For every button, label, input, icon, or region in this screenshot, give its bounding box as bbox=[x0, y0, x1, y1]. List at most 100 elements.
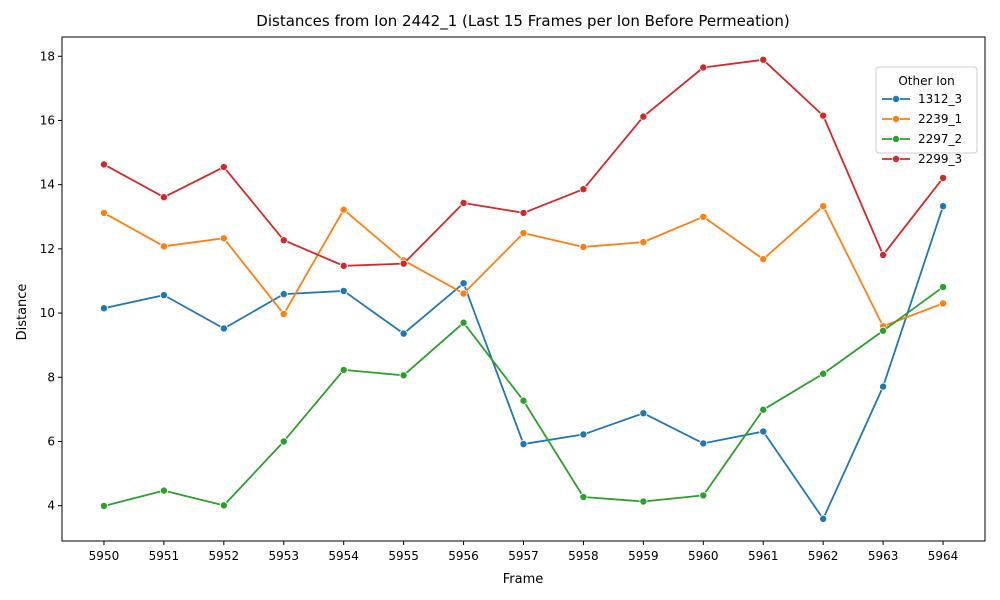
data-point bbox=[699, 491, 708, 500]
data-point bbox=[699, 63, 708, 72]
data-point bbox=[339, 365, 348, 374]
data-point bbox=[939, 283, 948, 292]
x-tick-label: 5962 bbox=[808, 549, 839, 563]
x-tick-label: 5951 bbox=[149, 549, 180, 563]
data-point bbox=[459, 279, 468, 288]
series-line bbox=[103, 205, 944, 520]
y-axis-title: Distance bbox=[15, 284, 30, 341]
series-2297_2 bbox=[99, 283, 948, 511]
legend-items: 1312_3 2239_1 2297_2 2299_3 bbox=[882, 92, 962, 166]
data-point bbox=[459, 318, 468, 327]
data-point bbox=[819, 369, 828, 378]
series-2239_1 bbox=[99, 202, 948, 331]
data-point bbox=[279, 290, 288, 299]
data-point bbox=[99, 208, 108, 217]
data-point bbox=[279, 236, 288, 245]
data-point bbox=[939, 173, 948, 182]
data-point bbox=[159, 242, 168, 251]
data-point bbox=[399, 259, 408, 268]
x-tick-label: 5954 bbox=[328, 549, 359, 563]
data-point bbox=[519, 208, 528, 217]
data-point bbox=[819, 202, 828, 211]
series-line bbox=[103, 205, 944, 328]
data-point bbox=[99, 160, 108, 169]
data-point bbox=[579, 430, 588, 439]
data-point bbox=[339, 286, 348, 295]
legend-item: 2297_2 bbox=[882, 132, 962, 146]
data-point bbox=[159, 193, 168, 202]
data-point bbox=[879, 382, 888, 391]
data-point bbox=[519, 440, 528, 449]
data-point bbox=[459, 289, 468, 298]
data-point bbox=[639, 497, 648, 506]
x-tick-label: 5956 bbox=[448, 549, 479, 563]
x-axis: 5950 5951 5952 5953 5954 5955 5956 5957 5958 5959… bbox=[89, 541, 959, 563]
x-tick-label: 5955 bbox=[388, 549, 419, 563]
data-point bbox=[219, 501, 228, 510]
data-point bbox=[819, 514, 828, 523]
data-point bbox=[459, 198, 468, 207]
data-point bbox=[579, 493, 588, 502]
data-point bbox=[219, 324, 228, 333]
legend-swatch-marker bbox=[892, 154, 901, 163]
series-layer bbox=[99, 55, 948, 523]
legend-frame bbox=[875, 66, 978, 154]
data-point bbox=[699, 439, 708, 448]
x-tick-label: 5958 bbox=[568, 549, 599, 563]
y-tick-label: 14 bbox=[40, 178, 55, 192]
legend-item: 2239_1 bbox=[882, 112, 962, 126]
data-point bbox=[759, 255, 768, 264]
legend-label: 1312_3 bbox=[918, 92, 962, 106]
chart-title: Distances from Ion 2442_1 (Last 15 Frame… bbox=[256, 12, 789, 31]
series-1312_3 bbox=[99, 202, 948, 523]
legend-swatch-marker bbox=[892, 134, 901, 143]
data-point bbox=[519, 229, 528, 238]
series-line bbox=[103, 286, 944, 507]
data-point bbox=[759, 405, 768, 414]
data-point bbox=[219, 163, 228, 172]
data-point bbox=[99, 502, 108, 511]
data-point bbox=[639, 238, 648, 247]
data-point bbox=[759, 427, 768, 436]
data-point bbox=[819, 111, 828, 120]
legend-label: 2299_3 bbox=[918, 152, 962, 166]
data-point bbox=[159, 291, 168, 300]
legend-item: 1312_3 bbox=[882, 92, 962, 106]
data-point bbox=[339, 205, 348, 214]
data-point bbox=[279, 437, 288, 446]
y-tick-label: 16 bbox=[40, 113, 55, 127]
legend-label: 2297_2 bbox=[918, 132, 962, 146]
y-tick-label: 4 bbox=[47, 499, 55, 513]
x-tick-label: 5964 bbox=[928, 549, 959, 563]
x-tick-label: 5953 bbox=[268, 549, 299, 563]
data-point bbox=[639, 112, 648, 121]
data-point bbox=[399, 329, 408, 338]
y-tick-label: 8 bbox=[47, 370, 55, 384]
x-tick-label: 5959 bbox=[628, 549, 659, 563]
data-point bbox=[219, 234, 228, 243]
legend-item: 2299_3 bbox=[882, 152, 962, 166]
legend: Other Ion 1312_3 2239_1 2297_2 2299_3 bbox=[875, 66, 978, 166]
x-tick-label: 5957 bbox=[508, 549, 539, 563]
y-tick-label: 18 bbox=[40, 49, 55, 63]
data-point bbox=[99, 304, 108, 313]
y-axis: 4 6 8 10 12 14 16 18 bbox=[40, 49, 62, 513]
data-point bbox=[159, 486, 168, 495]
data-point bbox=[879, 250, 888, 259]
data-point bbox=[699, 212, 708, 221]
data-point bbox=[639, 409, 648, 418]
legend-label: 2239_1 bbox=[918, 112, 962, 126]
legend-swatch-marker bbox=[892, 115, 901, 124]
data-point bbox=[519, 396, 528, 405]
y-tick-label: 10 bbox=[40, 306, 55, 320]
data-point bbox=[279, 310, 288, 319]
x-tick-label: 5960 bbox=[688, 549, 719, 563]
x-tick-label: 5952 bbox=[209, 549, 240, 563]
series-2299_3 bbox=[99, 55, 948, 270]
x-tick-label: 5950 bbox=[89, 549, 120, 563]
data-point bbox=[939, 202, 948, 211]
data-point bbox=[939, 299, 948, 308]
data-point bbox=[579, 185, 588, 194]
data-point bbox=[399, 371, 408, 380]
